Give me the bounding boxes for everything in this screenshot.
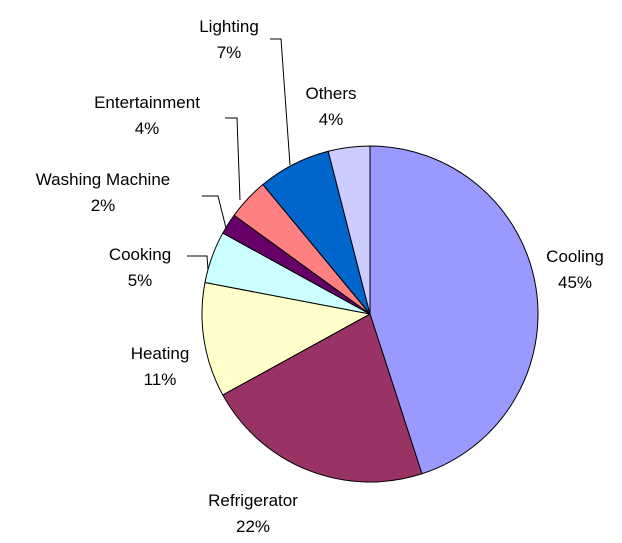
leader-line-cooking	[187, 255, 209, 271]
pie-slices	[201, 145, 539, 483]
slice-percent: 2%	[91, 196, 116, 215]
slice-name: Refrigerator	[208, 491, 298, 510]
leader-line-washing-machine	[202, 195, 227, 229]
slice-name: Entertainment	[94, 93, 200, 112]
pie-slice-others	[327, 145, 371, 315]
slice-label-lighting: Lighting 7%	[199, 17, 259, 62]
leader-line-lighting	[270, 38, 291, 166]
leader-lines	[187, 38, 291, 271]
slice-label-washing-machine: Washing Machine 2%	[36, 170, 171, 215]
pie-slice-heating	[201, 282, 371, 396]
slice-label-cooking: Cooking 5%	[109, 245, 171, 290]
leader-line-entertainment	[225, 117, 241, 201]
pie-slice-refrigerator	[222, 313, 423, 483]
slice-name: Washing Machine	[36, 170, 171, 189]
slice-label-refrigerator: Refrigerator 22%	[208, 491, 298, 536]
slice-label-entertainment: Entertainment 4%	[94, 93, 200, 138]
slice-name: Heating	[131, 344, 190, 363]
slice-name: Others	[305, 84, 356, 103]
slice-percent: 11%	[144, 370, 177, 389]
slice-percent: 4%	[319, 110, 344, 129]
pie-slice-cooling	[369, 145, 539, 475]
slice-percent: 7%	[217, 43, 242, 62]
slice-name: Cooking	[109, 245, 171, 264]
slice-labels: Cooling 45% Refrigerator 22% Heating 11% Cooki…	[36, 17, 604, 536]
slice-percent: 4%	[135, 119, 160, 138]
slice-percent: 5%	[128, 271, 153, 290]
slice-label-heating: Heating 11%	[131, 344, 190, 389]
slice-percent: 45%	[558, 273, 592, 292]
slice-name: Cooling	[546, 247, 604, 266]
slice-name: Lighting	[199, 17, 259, 36]
slice-label-cooling: Cooling 45%	[546, 247, 604, 292]
slice-percent: 22%	[236, 517, 270, 536]
slice-label-others: Others 4%	[305, 84, 356, 129]
